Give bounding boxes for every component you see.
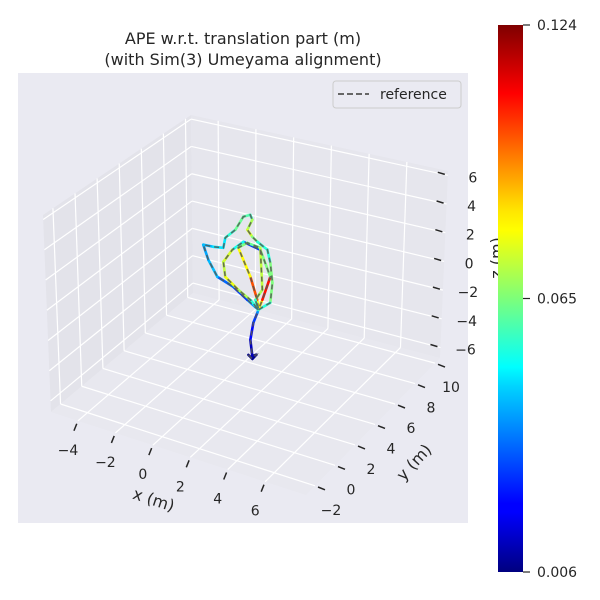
grid-line-y: [166, 314, 416, 385]
grid-line-z: [192, 282, 441, 349]
x-tick-label: 6: [251, 504, 260, 520]
legend-box: [332, 80, 462, 109]
grid-line-z: [45, 173, 193, 281]
grid-line-z: [48, 255, 193, 372]
grid-line-y: [145, 332, 396, 405]
y-tick-label: 8: [427, 401, 436, 417]
y-tick-mark: [357, 445, 366, 450]
grid-line-x: [115, 308, 256, 434]
z-tick-mark: [431, 315, 439, 319]
grid-line-y: [81, 385, 336, 466]
grid-lines: [42, 118, 448, 487]
grid-line-x: [327, 145, 332, 329]
grid-line-z: [192, 227, 444, 291]
grid-line-y: [60, 403, 316, 487]
grid-line-x: [152, 318, 293, 446]
y-tick-mark: [437, 363, 446, 368]
reference-trajectory: [202, 213, 274, 361]
x-tick-label: 2: [176, 479, 185, 495]
grid-line-y: [102, 367, 356, 446]
y-tick-label: −2: [321, 503, 342, 519]
x-tick-mark: [73, 423, 78, 432]
grid-line-z: [191, 173, 446, 234]
x-tick-mark: [260, 484, 265, 492]
x-tick-label: 4: [213, 492, 222, 508]
z-tick-label: −6: [455, 343, 476, 359]
z-tick-label: 0: [465, 256, 474, 272]
x-tick-mark: [185, 460, 190, 468]
grid-line-x: [291, 137, 295, 319]
grid-line-y: [184, 118, 189, 298]
grid-line-z: [46, 200, 193, 311]
z-tick-label: 4: [467, 199, 476, 215]
trajectory: [201, 213, 274, 361]
grid-line-y: [140, 148, 146, 333]
grid-line-x: [77, 299, 220, 422]
z-tick-mark: [435, 228, 443, 233]
grid-line-x: [254, 129, 257, 310]
z-tick-label: −4: [456, 314, 477, 330]
grid-line-x: [264, 347, 401, 483]
x-tick-mark: [110, 435, 115, 444]
grid-line-x: [217, 120, 220, 300]
y-tick-label: 10: [442, 380, 460, 396]
grid-line-z: [190, 118, 448, 176]
grid-line-z: [42, 118, 192, 221]
grid-line-y: [162, 133, 168, 316]
z-tick-label: 6: [468, 170, 477, 186]
z-tick-mark: [437, 171, 446, 176]
colorbar: [498, 25, 523, 572]
grid-line-y: [52, 208, 62, 405]
y-tick-mark: [317, 486, 326, 491]
z-tick-mark: [433, 257, 442, 262]
colorbar-tick-label: 0.065: [537, 292, 577, 308]
colorbar-tick-label: 0.006: [537, 565, 577, 581]
grid-line-y: [187, 296, 436, 364]
x-tick-label: −4: [58, 443, 79, 459]
legend: reference: [332, 80, 462, 109]
x-tick-mark: [223, 472, 228, 480]
y-tick-mark: [377, 424, 386, 430]
grid-line-x: [399, 162, 408, 348]
pane-floor: [51, 293, 440, 495]
grid-line-z: [44, 145, 192, 251]
z-tick-label: −2: [458, 285, 479, 301]
colorbar-ticks: 0.006 0.065 0.124: [523, 18, 577, 581]
z-tick-mark: [436, 200, 444, 204]
legend-reference-label: reference: [380, 87, 447, 103]
grid-line-z: [192, 255, 442, 320]
grid-line-x: [363, 153, 370, 339]
x-tick-label: 0: [138, 467, 147, 483]
y-tick-label: 6: [407, 421, 416, 437]
colorbar-tick-label: 0.124: [537, 18, 577, 34]
chart-subtitle: (with Sim(3) Umeyama alignment): [104, 50, 381, 69]
y-tick-label: 2: [367, 462, 376, 478]
y-tick-label: 0: [347, 482, 356, 498]
x-tick-mark: [148, 447, 153, 456]
grid-line-y: [74, 193, 83, 387]
grid-line-z: [191, 200, 445, 262]
grid-line-z: [47, 227, 193, 341]
grid-line-y: [96, 178, 104, 369]
y-tick-mark: [337, 465, 346, 471]
z-tick-mark: [430, 343, 438, 348]
grid-line-z: [191, 145, 447, 205]
z-tick-mark: [432, 286, 441, 290]
y-tick-label: 4: [387, 441, 396, 457]
y-tick-mark: [417, 384, 426, 389]
chart-title: APE w.r.t. translation part (m): [125, 29, 361, 48]
grid-line-x: [189, 328, 329, 458]
grid-line-z: [50, 282, 194, 402]
grid-line-y: [118, 163, 125, 351]
y-tick-mark: [397, 404, 406, 409]
x-tick-label: −2: [95, 455, 116, 471]
z-tick-label: 2: [466, 228, 475, 244]
grid-line-x: [227, 337, 365, 470]
grid-line-y: [123, 350, 376, 426]
